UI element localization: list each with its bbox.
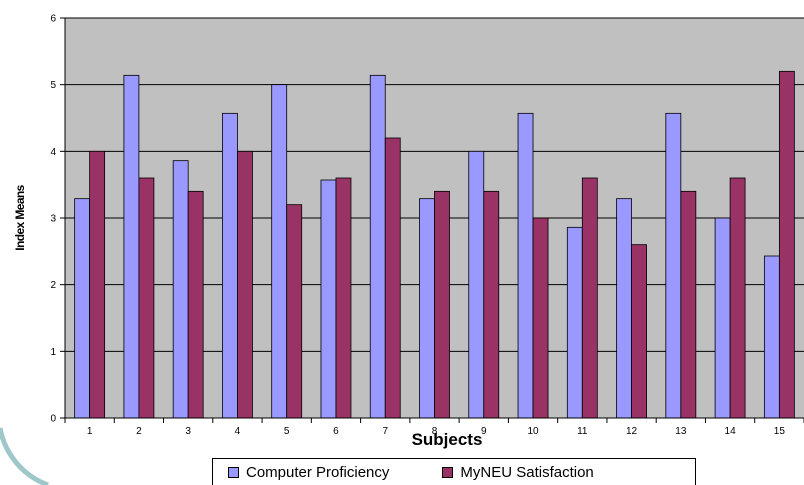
bar-myneu-satisfaction-10 <box>532 217 549 419</box>
legend-label-computer-proficiency: Computer Proficiency <box>246 463 390 481</box>
y-tick-label: 5 <box>50 80 56 91</box>
y-tick-label: 0 <box>50 414 56 425</box>
bar-computer-proficiency-2 <box>123 74 140 419</box>
x-tick-label: 8 <box>432 426 438 437</box>
bar-computer-proficiency-15 <box>763 255 780 419</box>
x-tick-label: 7 <box>382 426 388 437</box>
axes <box>60 17 804 423</box>
bar-myneu-satisfaction-13 <box>680 190 697 419</box>
x-tick-label: 14 <box>725 426 737 437</box>
bar-computer-proficiency-9 <box>468 150 485 419</box>
legend-item-myneu-satisfaction: MyNEU Satisfaction <box>442 463 594 481</box>
bar-computer-proficiency-12 <box>616 198 632 419</box>
bar-myneu-satisfaction-8 <box>434 190 450 419</box>
x-tick-labels: 1 2 3 4 5 6 7 8 9 10 11 12 13 14 15 <box>87 426 786 437</box>
bar-myneu-satisfaction-5 <box>286 204 303 419</box>
bar-myneu-satisfaction-9 <box>483 190 500 419</box>
legend-swatch-myneu-satisfaction <box>442 466 454 478</box>
x-tick-label: 2 <box>136 426 142 437</box>
x-tick-label: 12 <box>626 426 638 437</box>
bars <box>74 70 795 419</box>
bar-myneu-satisfaction-4 <box>237 150 253 419</box>
bar-computer-proficiency-8 <box>419 198 435 419</box>
y-tick-label: 1 <box>50 347 56 358</box>
bar-myneu-satisfaction-2 <box>138 177 155 419</box>
x-tick-label: 13 <box>675 426 687 437</box>
x-tick-label: 5 <box>284 426 290 437</box>
bar-myneu-satisfaction-1 <box>89 150 106 419</box>
legend-swatch-computer-proficiency <box>228 466 239 478</box>
x-tick-label: 6 <box>333 426 339 437</box>
x-tick-label: 9 <box>481 426 487 437</box>
bar-myneu-satisfaction-6 <box>335 177 352 419</box>
bar-computer-proficiency-13 <box>665 112 682 419</box>
x-tick-label: 4 <box>235 426 241 437</box>
y-axis-title: Index Means <box>13 184 27 250</box>
x-tick-label: 11 <box>577 426 588 437</box>
x-tick-label: 3 <box>185 426 191 437</box>
bar-myneu-satisfaction-14 <box>729 177 746 419</box>
bar-myneu-satisfaction-12 <box>631 244 647 419</box>
y-tick-labels: 0 1 2 3 4 5 6 <box>50 14 56 425</box>
bar-computer-proficiency-1 <box>74 198 91 419</box>
decorative-arc <box>0 427 49 485</box>
bar-myneu-satisfaction-15 <box>778 70 795 419</box>
x-tick-label: 1 <box>87 426 93 437</box>
bar-computer-proficiency-5 <box>271 84 288 419</box>
bar-computer-proficiency-11 <box>566 226 583 419</box>
bar-myneu-satisfaction-7 <box>384 137 401 419</box>
bar-myneu-satisfaction-11 <box>581 177 598 419</box>
bar-myneu-satisfaction-3 <box>187 190 204 419</box>
x-tick-label: 15 <box>774 426 786 437</box>
legend-item-computer-proficiency: Computer Proficiency <box>228 464 389 481</box>
x-axis-title: Subjects <box>412 430 483 449</box>
bar-computer-proficiency-14 <box>714 217 731 419</box>
bar-computer-proficiency-6 <box>320 179 337 419</box>
bar-computer-proficiency-10 <box>517 112 534 419</box>
y-tick-label: 3 <box>50 214 56 225</box>
legend: Computer Proficiency MyNEU Satisfaction <box>212 458 696 485</box>
bar-computer-proficiency-4 <box>222 112 238 419</box>
x-tick-label: 10 <box>527 426 539 437</box>
y-tick-label: 6 <box>50 14 56 25</box>
y-tick-label: 2 <box>50 280 56 291</box>
bar-computer-proficiency-7 <box>369 74 386 419</box>
bar-computer-proficiency-3 <box>172 160 189 419</box>
y-tick-label: 4 <box>50 147 56 158</box>
legend-label-myneu-satisfaction: MyNEU Satisfaction <box>460 463 594 481</box>
